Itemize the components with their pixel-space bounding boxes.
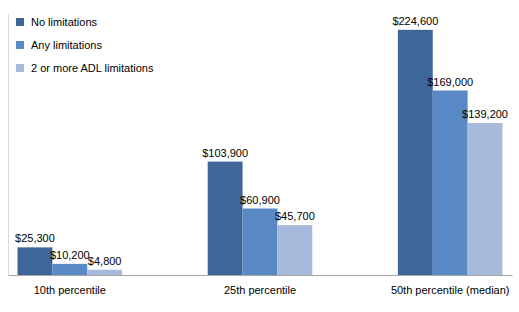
x-tick: 50th percentile (median) bbox=[391, 275, 510, 296]
data-label: $10,200 bbox=[50, 249, 90, 261]
x-tick-label: 10th percentile bbox=[34, 284, 106, 296]
bar bbox=[208, 162, 243, 275]
legend-label: 2 or more ADL limitations bbox=[31, 62, 154, 74]
bar bbox=[243, 209, 278, 275]
x-tick-label: 50th percentile (median) bbox=[391, 284, 510, 296]
bar bbox=[87, 270, 122, 275]
y-axis bbox=[8, 14, 9, 276]
data-labels: $25,300 $103,900 $224,600 $10,200 $60,900 $16… bbox=[15, 15, 508, 267]
legend-label: No limitations bbox=[31, 16, 98, 28]
legend-label: Any limitations bbox=[31, 39, 102, 51]
chart: 10th percentile 25th percentile 50th perce… bbox=[0, 0, 519, 312]
bars bbox=[18, 30, 503, 275]
bar bbox=[398, 30, 433, 275]
data-label: $139,200 bbox=[462, 108, 508, 120]
legend-swatch bbox=[16, 18, 24, 26]
legend: No limitations Any limitations 2 or more A… bbox=[16, 16, 154, 74]
y-axis-line bbox=[8, 14, 9, 276]
x-tick-label: 25th percentile bbox=[224, 284, 296, 296]
data-label: $25,300 bbox=[15, 232, 55, 244]
bar bbox=[468, 123, 503, 275]
data-label: $4,800 bbox=[88, 255, 122, 267]
data-label: $103,900 bbox=[202, 147, 248, 159]
x-axis: 10th percentile 25th percentile 50th perce… bbox=[9, 275, 513, 296]
bar bbox=[52, 264, 87, 275]
data-label: $224,600 bbox=[392, 15, 438, 27]
bar bbox=[18, 247, 53, 275]
legend-swatch bbox=[16, 41, 24, 49]
x-tick: 25th percentile bbox=[224, 275, 296, 296]
data-label: $45,700 bbox=[275, 210, 315, 222]
data-label: $60,900 bbox=[240, 194, 280, 206]
bar bbox=[277, 225, 312, 275]
data-label: $169,000 bbox=[427, 76, 473, 88]
x-axis-line bbox=[9, 275, 513, 276]
legend-swatch bbox=[16, 64, 24, 72]
x-tick: 10th percentile bbox=[34, 275, 106, 296]
